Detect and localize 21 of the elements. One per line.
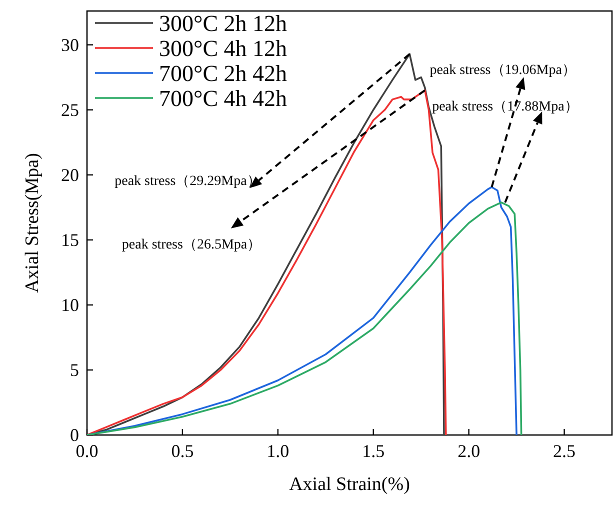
y-tick-label: 20 bbox=[61, 164, 79, 185]
annotation: peak stress（17.88Mpa） bbox=[432, 99, 578, 114]
y-tick-label: 30 bbox=[61, 34, 79, 55]
x-tick-label: 1.5 bbox=[362, 441, 385, 461]
legend-label: 300°C 2h 12h bbox=[159, 11, 288, 36]
annotation: peak stress（19.06Mpa） bbox=[430, 63, 576, 78]
y-axis-title: Axial Stress(Mpa) bbox=[22, 153, 43, 293]
y-tick-label: 25 bbox=[61, 100, 79, 120]
y-tick-label: 15 bbox=[61, 230, 79, 250]
y-tick-label: 10 bbox=[61, 294, 79, 315]
legend-label: 300°C 4h 12h bbox=[159, 36, 288, 61]
annotation: peak stress（29.29Mpa） bbox=[114, 174, 261, 190]
legend-label: 700°C 2h 42h bbox=[159, 61, 288, 86]
legend-label: 700°C 4h 42h bbox=[159, 86, 288, 111]
x-tick-label: 0.5 bbox=[171, 441, 194, 461]
x-axis-title: Axial Strain(%) bbox=[289, 474, 410, 495]
x-tick-label: 2.5 bbox=[553, 441, 576, 461]
x-tick-label: 1.0 bbox=[266, 441, 290, 461]
y-tick-label: 5 bbox=[70, 360, 79, 380]
annotation: peak stress（26.5Mpa） bbox=[122, 237, 262, 252]
x-tick-label: 2.0 bbox=[458, 441, 480, 461]
